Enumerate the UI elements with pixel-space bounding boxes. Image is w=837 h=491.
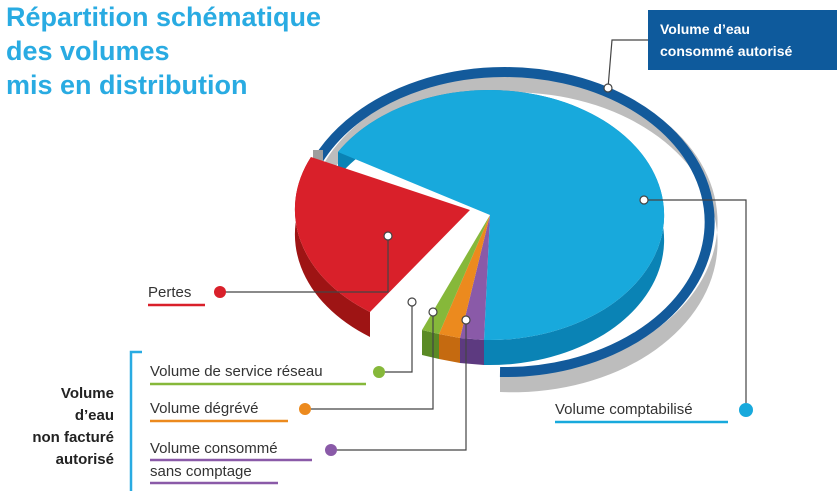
label: sans comptage <box>150 463 252 480</box>
label: Volume comptabilisé <box>555 401 693 418</box>
group-label: d’eau <box>75 407 114 424</box>
title: mis en distribution <box>6 70 248 100</box>
dot <box>461 315 471 325</box>
group-label: autorisé <box>56 451 114 468</box>
group-label: Volume <box>61 385 114 402</box>
dot <box>373 366 385 378</box>
leader <box>226 236 389 293</box>
group-label: non facturé <box>32 429 114 446</box>
title: des volumes <box>6 36 170 66</box>
leader <box>644 199 747 403</box>
callout-text: Volume d’eau <box>660 21 750 37</box>
pie-top <box>294 90 665 341</box>
dot <box>739 403 753 417</box>
label: Pertes <box>148 284 191 301</box>
dot <box>299 403 311 415</box>
dot <box>407 297 417 307</box>
dot <box>639 195 649 205</box>
dot <box>603 83 613 93</box>
leader <box>607 39 648 89</box>
label: Volume dégrévé <box>150 400 258 417</box>
leader <box>337 320 467 451</box>
label: Volume consommé <box>150 440 278 457</box>
label: Volume de service réseau <box>150 363 323 380</box>
leader <box>311 312 434 410</box>
leader <box>385 302 413 373</box>
callout-box <box>648 10 837 70</box>
dot <box>214 286 226 298</box>
dot <box>428 307 438 317</box>
dot <box>325 444 337 456</box>
dot <box>383 231 393 241</box>
title: Répartition schématique <box>6 2 321 32</box>
callout-text: consommé autorisé <box>660 43 792 59</box>
bracket <box>129 350 142 491</box>
